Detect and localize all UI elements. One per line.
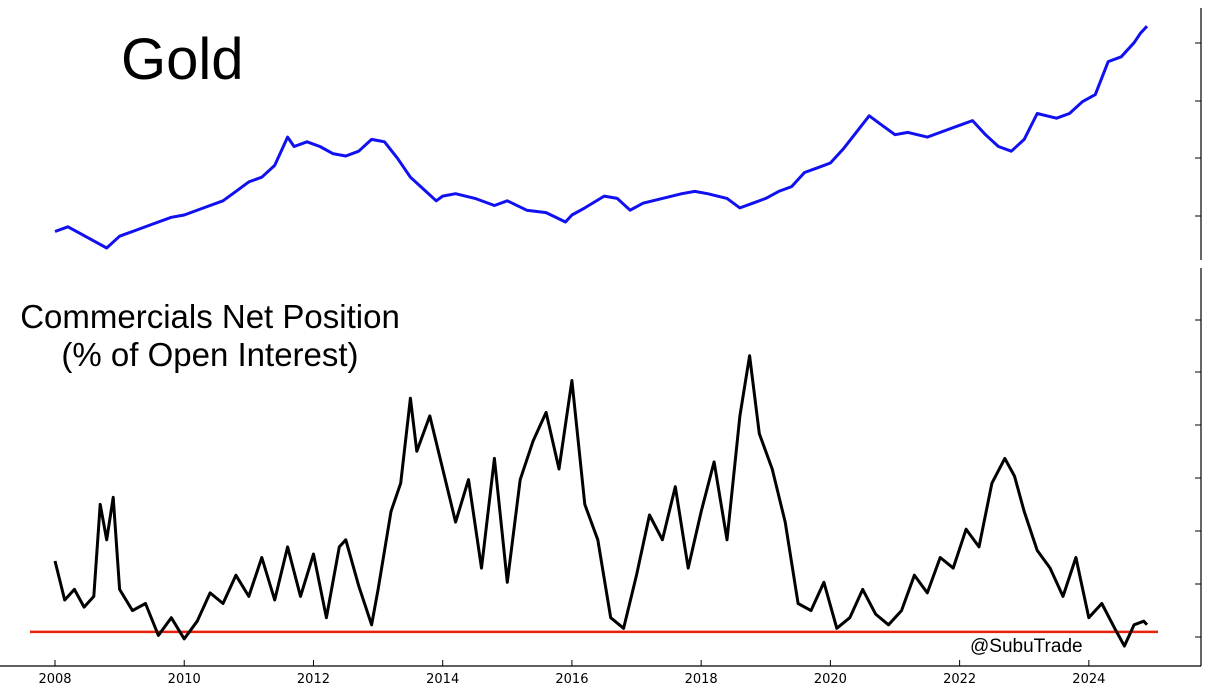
x-tick-label: 2016: [555, 672, 588, 687]
x-tick-label: 2014: [426, 672, 459, 687]
net-position-panel: 2008 2010 2012 2014 2016 2018 2020 2022 2024: [0, 268, 1202, 687]
x-tick-label: 2018: [685, 672, 718, 687]
net-position-title-line2: (% of Open Interest): [61, 336, 359, 373]
net-position-title: Commercials Net Position (% of Open Inte…: [14, 298, 406, 374]
x-tick-label: 2010: [168, 672, 201, 687]
net-position-line: [53, 354, 1149, 648]
net-position-title-line1: Commercials Net Position: [20, 298, 400, 335]
x-tick-label: 2020: [814, 672, 847, 687]
watermark: @SubuTrade: [970, 636, 1083, 657]
gold-price-line: [54, 25, 1149, 250]
x-tick-label: 2008: [38, 672, 71, 687]
x-tick-label: 2012: [297, 672, 330, 687]
x-tick-label: 2022: [943, 672, 976, 687]
gold-title: Gold: [121, 27, 244, 92]
gold-price-panel: [54, 8, 1202, 260]
x-tick-label: 2024: [1072, 672, 1105, 687]
